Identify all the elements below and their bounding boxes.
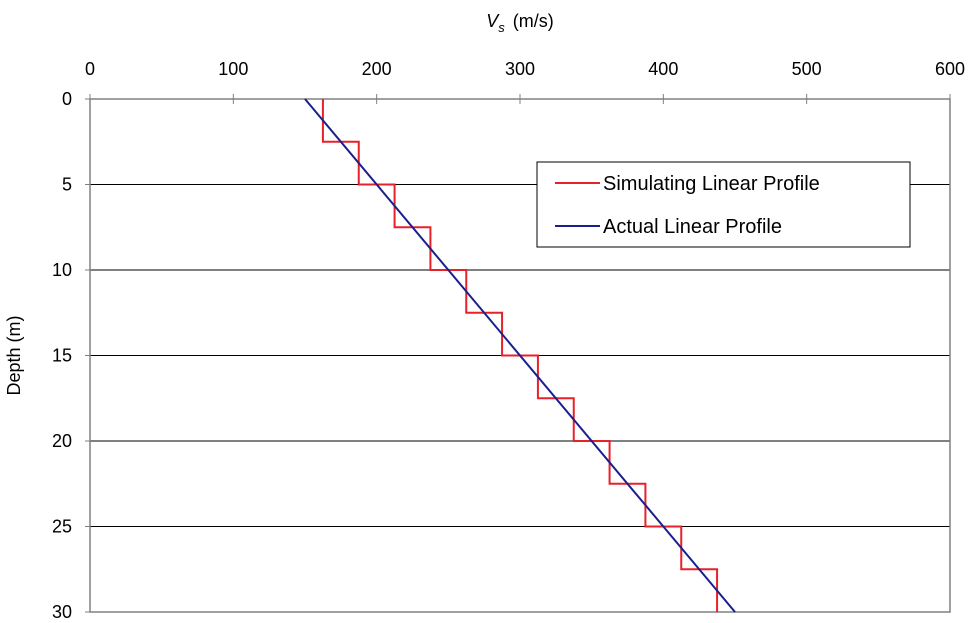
x-tick-label: 0 (85, 59, 95, 79)
y-axis-title: Depth (m) (4, 315, 24, 395)
series-layer (304, 98, 736, 613)
y-tick-label: 15 (52, 346, 72, 366)
x-tick-label: 400 (648, 59, 678, 79)
y-tick-label: 5 (62, 175, 72, 195)
legend-label-simulating-linear-profile: Simulating Linear Profile (603, 173, 820, 195)
x-tick-label: 200 (362, 59, 392, 79)
legend-label-actual-linear-profile: Actual Linear Profile (603, 216, 782, 238)
legend: Simulating Linear Profile Actual Linear … (536, 161, 911, 248)
y-tick-label: 20 (52, 431, 72, 451)
y-tick-label: 0 (62, 89, 72, 109)
x-axis: 0 100 200 300 400 500 600 (85, 59, 965, 104)
y-axis: 0 5 10 15 20 25 30 (52, 89, 90, 622)
y-tick-label: 25 (52, 517, 72, 537)
y-tick-label: 30 (52, 602, 72, 622)
x-tick-label: 100 (218, 59, 248, 79)
x-axis-title-symbol: V (486, 11, 500, 31)
y-tick-label: 10 (52, 260, 72, 280)
x-axis-title: Vs (m/s) (486, 11, 554, 35)
series-line-actual-linear-profile (304, 98, 736, 613)
legend-box (536, 161, 911, 248)
x-axis-title-unit: (m/s) (513, 11, 554, 31)
x-tick-label: 300 (505, 59, 535, 79)
x-tick-label: 600 (935, 59, 965, 79)
x-axis-title-subscript: s (498, 20, 505, 35)
x-tick-label: 500 (792, 59, 822, 79)
